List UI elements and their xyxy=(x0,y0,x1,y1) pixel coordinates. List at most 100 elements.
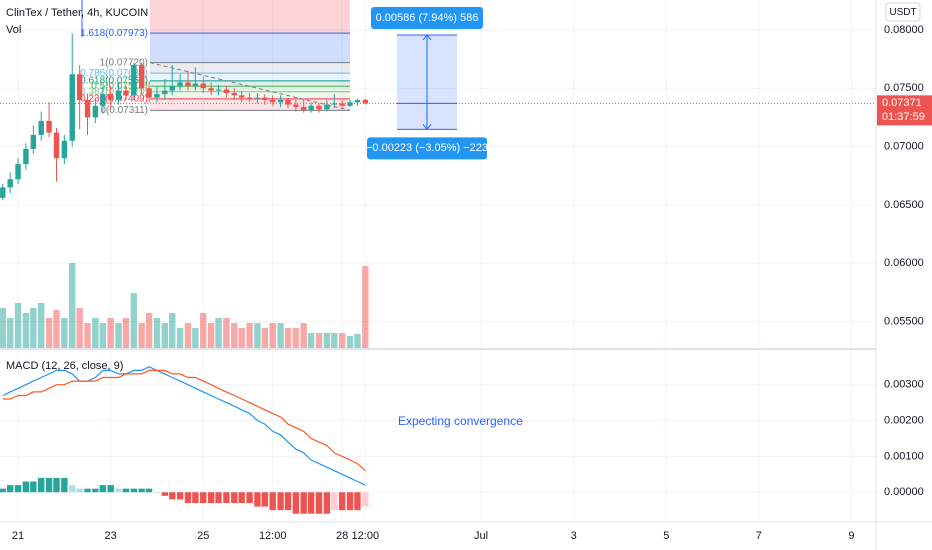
macd-histogram-bar xyxy=(254,492,261,507)
y-tick-label: 0.08000 xyxy=(884,24,924,36)
candle-body xyxy=(162,90,168,95)
fib-trend xyxy=(149,62,351,111)
macd-histogram-bar xyxy=(38,477,45,493)
candle-body xyxy=(107,94,114,100)
fib-zone xyxy=(150,33,350,63)
currency-box[interactable] xyxy=(885,2,921,22)
volume-bar xyxy=(284,328,292,348)
volume-bar xyxy=(200,313,207,348)
fib-label: 0(0.07311) xyxy=(100,105,148,116)
volume-bar xyxy=(107,318,114,348)
volume-bar xyxy=(223,318,230,348)
candle-body xyxy=(7,179,13,188)
macd-histogram-bar xyxy=(315,492,323,514)
candle-body xyxy=(123,90,129,96)
macd-title: MACD (12, 26, close, 9) xyxy=(6,360,123,372)
fib-zone xyxy=(150,98,350,111)
candle-body xyxy=(131,64,137,96)
volume-bar xyxy=(138,323,145,348)
volume-bar xyxy=(122,318,130,348)
countdown: 01:37:59 xyxy=(882,111,925,123)
candle-body xyxy=(115,90,122,100)
candle-body xyxy=(84,99,91,118)
volume-bar xyxy=(184,323,192,348)
candle-body xyxy=(76,74,83,100)
candle-body xyxy=(53,132,60,159)
volume-bar xyxy=(192,328,199,348)
x-tick-label: 28 xyxy=(336,530,348,542)
macd-histogram-bar xyxy=(145,488,153,493)
macd-line xyxy=(2,369,366,472)
candle-body xyxy=(362,99,369,104)
y-tick-label: 0.00100 xyxy=(884,450,924,462)
volume-bar xyxy=(153,318,161,348)
volume-bar xyxy=(331,333,338,348)
candle-body xyxy=(185,82,191,86)
candle-body xyxy=(354,99,361,103)
candle-body xyxy=(208,88,214,91)
macd-histogram-bar xyxy=(307,492,315,514)
volume-bar xyxy=(269,323,276,348)
macd-histogram-bar xyxy=(284,492,292,511)
macd-histogram-bar xyxy=(323,492,331,514)
fib-label: 0.236(0.07409) xyxy=(80,94,148,105)
candle-body xyxy=(246,97,253,99)
candle-body xyxy=(347,102,353,106)
volume-bar xyxy=(354,334,361,348)
volume-bar xyxy=(53,310,60,348)
x-tick-label: Jul xyxy=(474,530,488,542)
candle-body xyxy=(100,94,106,106)
y-tick-label: 0.05500 xyxy=(884,315,924,327)
volume-bar xyxy=(130,293,138,348)
volume-bar xyxy=(207,323,215,348)
volume-bar xyxy=(246,323,253,348)
candle-body xyxy=(200,83,206,89)
volume-bar xyxy=(238,328,245,348)
macd-histogram-bar xyxy=(207,492,215,503)
candle-body xyxy=(146,88,152,98)
macd-histogram-bar xyxy=(69,485,76,493)
macd-histogram-bar xyxy=(0,488,6,493)
macd-histogram-bar xyxy=(300,492,307,514)
macd-histogram-bar xyxy=(115,488,122,493)
macd-histogram-bar xyxy=(76,488,83,493)
volume-bar xyxy=(30,308,37,348)
macd-histogram-bar xyxy=(138,488,145,493)
currency: USDT xyxy=(889,7,916,18)
x-tick-label: 12:00 xyxy=(259,530,287,542)
candle-body xyxy=(46,120,52,133)
x-tick-label: 23 xyxy=(105,530,117,542)
candle-body xyxy=(308,105,314,111)
macd-histogram-bar xyxy=(61,477,68,493)
candle-body xyxy=(231,92,237,96)
fib-zone xyxy=(150,73,350,81)
x-tick-label: 3 xyxy=(571,530,577,542)
candle-body xyxy=(293,104,299,107)
candle-body xyxy=(316,105,322,110)
macd-histogram-bar xyxy=(292,492,300,514)
volume-bar xyxy=(346,336,354,348)
candle-body xyxy=(0,187,6,198)
macd-histogram-bar xyxy=(238,492,245,503)
volume-bar xyxy=(145,313,153,348)
candle-body xyxy=(238,95,245,98)
candle-body xyxy=(38,120,44,135)
volume-bar xyxy=(14,303,22,348)
candle-body xyxy=(285,99,291,105)
x-tick-label: 12:00 xyxy=(352,530,380,542)
candle-body xyxy=(138,64,145,89)
macd-histogram-bar xyxy=(84,488,91,493)
candle-body xyxy=(324,104,330,110)
volume-bar xyxy=(277,323,284,348)
volume-bar xyxy=(38,303,45,348)
y-tick-label: 0.06000 xyxy=(884,257,924,269)
x-tick-label: 9 xyxy=(848,530,854,542)
candle-body xyxy=(23,148,29,165)
volume-bar xyxy=(22,313,30,348)
x-tick-label: 21 xyxy=(12,530,24,542)
y-tick-label: 0.06500 xyxy=(884,199,924,211)
x-tick-label: 25 xyxy=(197,530,209,542)
macd-histogram-bar xyxy=(107,485,114,493)
fib-zone xyxy=(150,80,350,87)
fib-label: 0.5(0.07517) xyxy=(91,81,148,92)
